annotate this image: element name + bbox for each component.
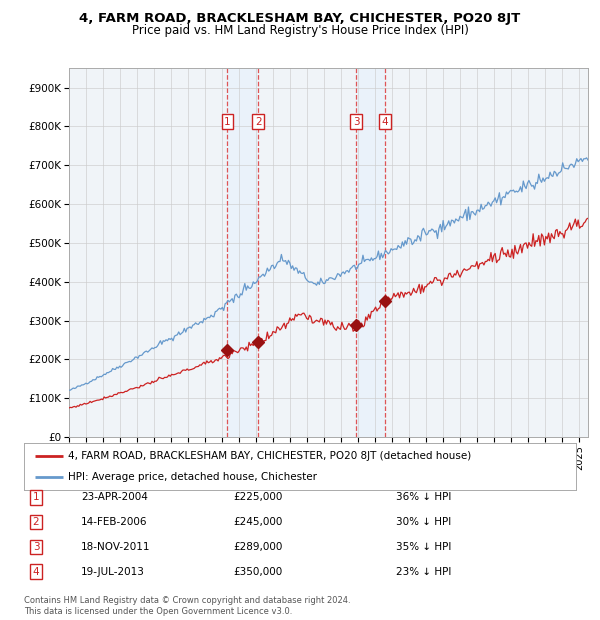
Text: This data is licensed under the Open Government Licence v3.0.: This data is licensed under the Open Gov… xyxy=(24,607,292,616)
Text: 2: 2 xyxy=(255,117,262,126)
Text: 2: 2 xyxy=(32,517,40,527)
Text: Price paid vs. HM Land Registry's House Price Index (HPI): Price paid vs. HM Land Registry's House … xyxy=(131,24,469,37)
Text: 3: 3 xyxy=(32,542,40,552)
Text: £225,000: £225,000 xyxy=(233,492,283,502)
Text: 4: 4 xyxy=(32,567,40,577)
Bar xyxy=(227,68,258,437)
Text: 4, FARM ROAD, BRACKLESHAM BAY, CHICHESTER, PO20 8JT: 4, FARM ROAD, BRACKLESHAM BAY, CHICHESTE… xyxy=(79,12,521,25)
Text: 4: 4 xyxy=(382,117,388,126)
Text: 30% ↓ HPI: 30% ↓ HPI xyxy=(396,517,451,527)
Text: 14-FEB-2006: 14-FEB-2006 xyxy=(81,517,148,527)
Text: 3: 3 xyxy=(353,117,359,126)
Text: £350,000: £350,000 xyxy=(233,567,283,577)
Text: 35% ↓ HPI: 35% ↓ HPI xyxy=(396,542,451,552)
Text: 4, FARM ROAD, BRACKLESHAM BAY, CHICHESTER, PO20 8JT (detached house): 4, FARM ROAD, BRACKLESHAM BAY, CHICHESTE… xyxy=(68,451,472,461)
Text: 19-JUL-2013: 19-JUL-2013 xyxy=(81,567,145,577)
Text: 36% ↓ HPI: 36% ↓ HPI xyxy=(396,492,451,502)
Text: 23-APR-2004: 23-APR-2004 xyxy=(81,492,148,502)
Bar xyxy=(356,68,385,437)
Text: HPI: Average price, detached house, Chichester: HPI: Average price, detached house, Chic… xyxy=(68,472,317,482)
Text: 18-NOV-2011: 18-NOV-2011 xyxy=(81,542,151,552)
Text: 1: 1 xyxy=(32,492,40,502)
Text: £289,000: £289,000 xyxy=(233,542,283,552)
Text: £245,000: £245,000 xyxy=(233,517,283,527)
Text: 23% ↓ HPI: 23% ↓ HPI xyxy=(396,567,451,577)
Text: 1: 1 xyxy=(224,117,231,126)
Text: Contains HM Land Registry data © Crown copyright and database right 2024.: Contains HM Land Registry data © Crown c… xyxy=(24,596,350,605)
